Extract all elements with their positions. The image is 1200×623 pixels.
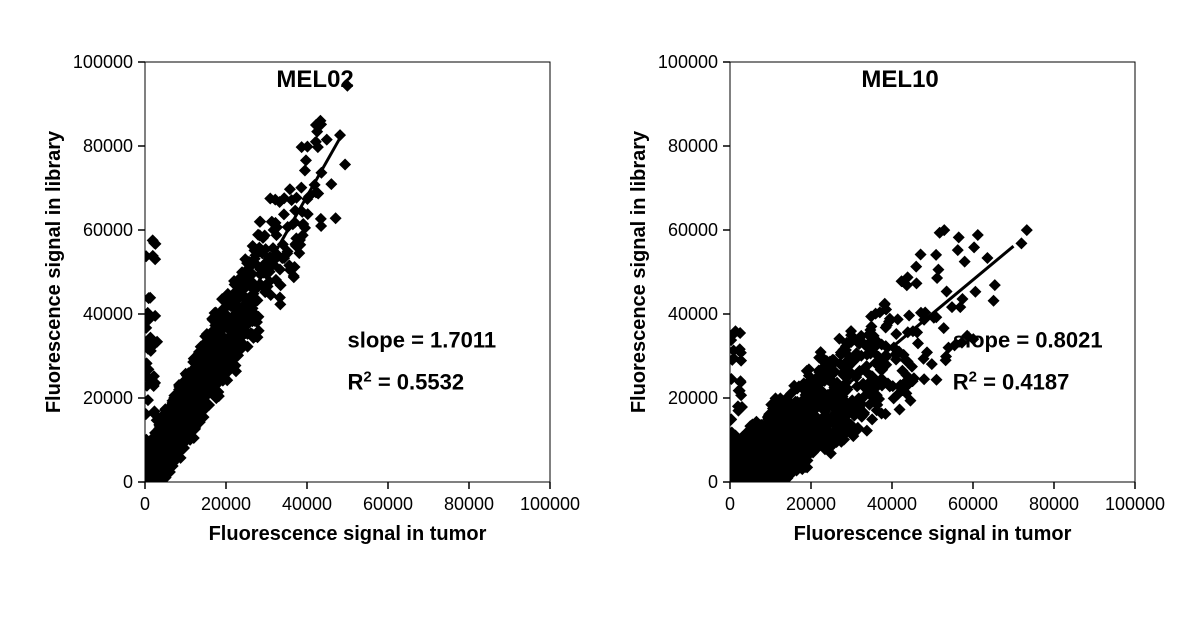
x-tick-label: 0	[725, 494, 735, 514]
x-tick-label: 60000	[363, 494, 413, 514]
y-tick-label: 20000	[83, 388, 133, 408]
slope-annotation: slope = 1.7011	[348, 327, 497, 352]
y-tick-label: 40000	[668, 304, 718, 324]
x-tick-label: 60000	[948, 494, 998, 514]
y-tick-label: 0	[708, 472, 718, 492]
x-tick-label: 0	[140, 494, 150, 514]
y-axis-label: Fluorescence signal in library	[628, 129, 650, 412]
x-tick-label: 100000	[1105, 494, 1165, 514]
x-tick-label: 80000	[444, 494, 494, 514]
scatter-marker	[139, 79, 353, 487]
x-tick-label: 100000	[520, 494, 580, 514]
regression-line	[145, 139, 339, 482]
x-tick-label: 20000	[201, 494, 251, 514]
scatter-panel-right: 0 20000 40000 60000 80000 100000 0 20000 40000 60…	[615, 32, 1170, 592]
r2-annotation: R2 = 0.4187	[953, 368, 1070, 395]
scatter-panel-left: 0 20000 40000 60000 80000 100000 0 20000 40000 60…	[30, 32, 585, 592]
y-tick-label: 60000	[668, 220, 718, 240]
r2-annotation: R2 = 0.5532	[348, 368, 465, 395]
y-axis-label: Fluorescence signal in library	[43, 129, 65, 412]
x-axis-label: Fluorescence signal in tumor	[209, 523, 487, 545]
x-axis-label: Fluorescence signal in tumor	[794, 523, 1072, 545]
y-tick-label: 60000	[83, 220, 133, 240]
y-tick-label: 80000	[83, 136, 133, 156]
y-tick-label: 100000	[658, 52, 718, 72]
y-tick-label: 40000	[83, 304, 133, 324]
figure-container: 0 20000 40000 60000 80000 100000 0 20000 40000 60…	[0, 0, 1200, 623]
x-tick-label: 20000	[786, 494, 836, 514]
x-tick-label: 40000	[867, 494, 917, 514]
x-tick-label: 40000	[282, 494, 332, 514]
y-tick-label: 0	[123, 472, 133, 492]
y-tick-label: 100000	[73, 52, 133, 72]
regression-line	[730, 246, 1014, 482]
scatter-points-group	[724, 224, 1033, 488]
y-tick-label: 80000	[668, 136, 718, 156]
chart-title: MEL02	[276, 66, 353, 93]
scatter-points-group	[139, 79, 353, 487]
x-tick-label: 80000	[1029, 494, 1079, 514]
slope-annotation: slope = 0.8021	[953, 327, 1103, 352]
chart-title: MEL10	[861, 66, 938, 93]
y-tick-label: 20000	[668, 388, 718, 408]
